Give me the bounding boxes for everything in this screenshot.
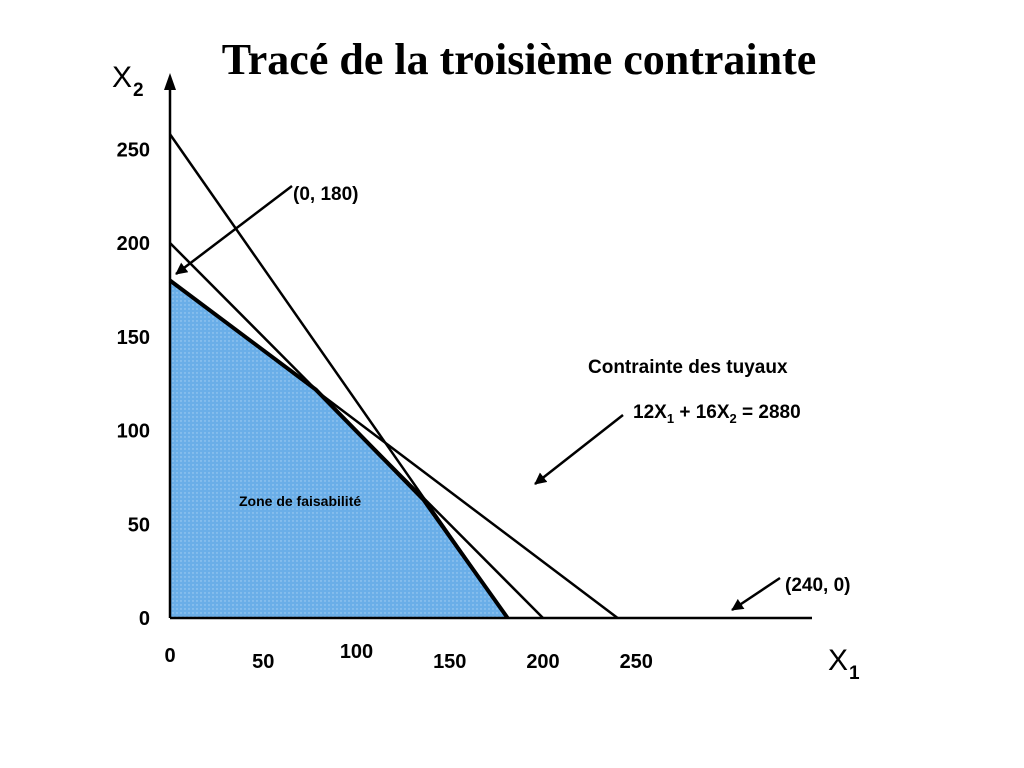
arrow-pipe-constraint — [534, 414, 624, 485]
arrow-240-0 — [731, 576, 781, 612]
y-axis-arrow — [164, 73, 176, 90]
x-tick-label: 50 — [252, 651, 274, 673]
annotation-pipe-constraint: Contrainte des tuyaux — [588, 357, 788, 378]
constraint-lines-layer — [168, 133, 619, 619]
y-tick-label: 0 — [139, 608, 150, 630]
x-axis-label: X1 — [828, 644, 860, 684]
x-tick-label: 0 — [164, 645, 175, 667]
y-axis-label: X2 — [112, 61, 144, 101]
feasible-zone-label: Zone de faisabilité — [239, 493, 361, 509]
constraint-line-2 — [169, 242, 544, 619]
x-tick-label: 100 — [340, 641, 373, 663]
annotation-240-0: (240, 0) — [785, 575, 850, 596]
annotation-0-180: (0, 180) — [293, 184, 358, 205]
feasible-region — [170, 280, 508, 618]
x-tick-label: 250 — [620, 651, 653, 673]
annotation-equation: 12X1 + 16X2 = 2880 — [633, 402, 801, 426]
y-tick-label: 200 — [117, 233, 150, 255]
annotations-layer: (0, 180) (240, 0) Contrainte des tuyaux … — [175, 184, 850, 612]
axes — [164, 73, 812, 620]
chart-title: Tracé de la troisième contrainte — [222, 35, 817, 84]
ticks-layer: 0 50 100 150 200 250 0 50 100 150 200 250 — [117, 139, 653, 673]
feasible-region-layer — [168, 278, 510, 620]
constraint-line-1 — [168, 133, 509, 619]
x-tick-label: 150 — [433, 651, 466, 673]
y-tick-label: 150 — [117, 327, 150, 349]
y-tick-label: 100 — [117, 421, 150, 443]
x-tick-label: 200 — [526, 651, 559, 673]
arrow-0-180 — [175, 185, 293, 275]
constraint-line-3 — [169, 279, 619, 619]
y-tick-label: 50 — [128, 514, 150, 536]
y-tick-label: 250 — [117, 139, 150, 161]
